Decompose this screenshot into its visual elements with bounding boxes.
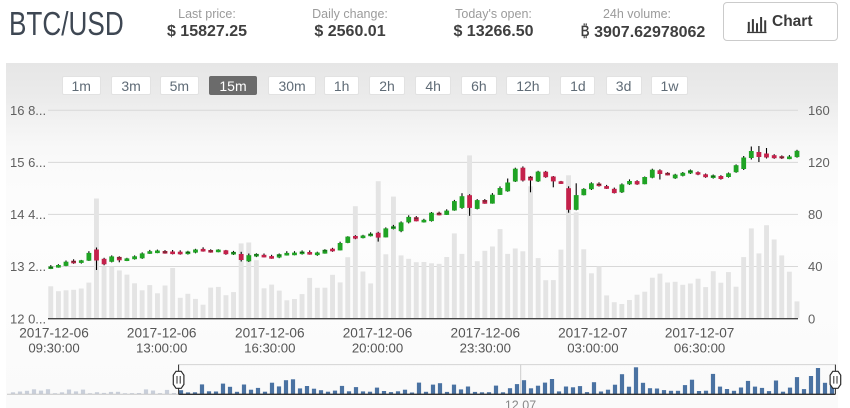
svg-text:15 6...: 15 6... [10,155,46,170]
svg-text:2017-12-06: 2017-12-06 [343,326,413,341]
svg-text:03:00:00: 03:00:00 [567,341,618,356]
svg-text:0: 0 [808,311,815,326]
svg-text:14 4...: 14 4... [10,207,46,222]
svg-text:20:00:00: 20:00:00 [352,341,403,356]
svg-text:120: 120 [808,155,830,170]
svg-text:23:30:00: 23:30:00 [460,341,511,356]
svg-text:13 2...: 13 2... [10,259,46,274]
svg-text:16 8...: 16 8... [10,103,46,118]
svg-text:09:30:00: 09:30:00 [28,341,79,356]
svg-text:2017-12-07: 2017-12-07 [665,326,735,341]
svg-text:12.07: 12.07 [505,399,536,408]
svg-text:2017-12-06: 2017-12-06 [451,326,521,341]
svg-text:160: 160 [808,103,830,118]
svg-text:12 0...: 12 0... [10,311,46,326]
svg-text:2017-12-06: 2017-12-06 [127,326,197,341]
svg-text:06:30:00: 06:30:00 [674,341,725,356]
svg-text:2017-12-06: 2017-12-06 [235,326,305,341]
svg-text:2017-12-06: 2017-12-06 [19,326,89,341]
svg-text:2017-12-07: 2017-12-07 [558,326,628,341]
svg-text:13:00:00: 13:00:00 [136,341,187,356]
svg-text:16:30:00: 16:30:00 [244,341,295,356]
svg-text:80: 80 [808,207,822,222]
svg-text:40: 40 [808,259,822,274]
